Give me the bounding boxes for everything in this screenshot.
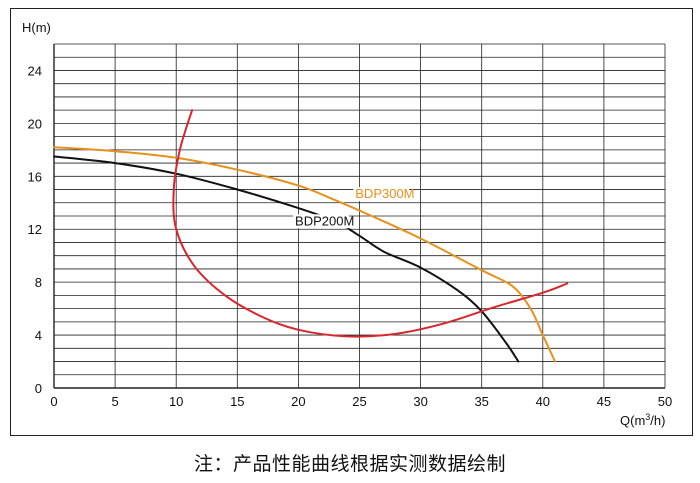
y-tick-label: 16 [28, 169, 42, 184]
series-group [53, 109, 569, 363]
footnote: 注：产品性能曲线根据实测数据绘制 [193, 453, 506, 475]
x-tick-label: 45 [597, 394, 611, 409]
x-tick-label: 5 [111, 394, 118, 409]
x-tick-label: 50 [658, 394, 672, 409]
y-tick-label: 8 [35, 275, 42, 290]
chart-frame [10, 8, 693, 436]
series-label-bdp300m: BDP300M [355, 186, 414, 201]
x-tick-label: 0 [50, 394, 57, 409]
x-tick-label: 10 [169, 394, 183, 409]
x-tick-label: 25 [352, 394, 366, 409]
grid [53, 43, 666, 389]
y-tick-label: 4 [35, 328, 42, 343]
y-tick-label: 20 [28, 116, 42, 131]
y-axis-label: H(m) [22, 20, 51, 35]
tick-labels: 0 5 10 15 20 25 30 35 40 45 50 0 4 8 12 16 20 24 [28, 63, 673, 409]
series-line-bdp300m [53, 146, 556, 363]
pump-performance-chart: 0 5 10 15 20 25 30 35 40 45 50 0 4 8 12 16 20 24 H(m) Q(m… [22, 20, 673, 428]
series-line-bdp200m [53, 155, 520, 363]
y-tick-label: 24 [28, 63, 42, 78]
x-tick-label: 15 [230, 394, 244, 409]
x-axis-label: Q(m3/h) [620, 412, 665, 428]
series-line-efficiency [172, 109, 569, 338]
series-label-bdp200m: BDP200M [295, 213, 354, 228]
y-tick-label: 12 [28, 222, 42, 237]
series-label-bg [293, 214, 349, 229]
x-tick-label: 20 [291, 394, 305, 409]
x-tick-label: 40 [536, 394, 550, 409]
x-tick-label: 35 [474, 394, 488, 409]
x-tick-label: 30 [413, 394, 427, 409]
y-tick-label: 0 [35, 381, 42, 396]
series-label-bg [353, 187, 410, 202]
